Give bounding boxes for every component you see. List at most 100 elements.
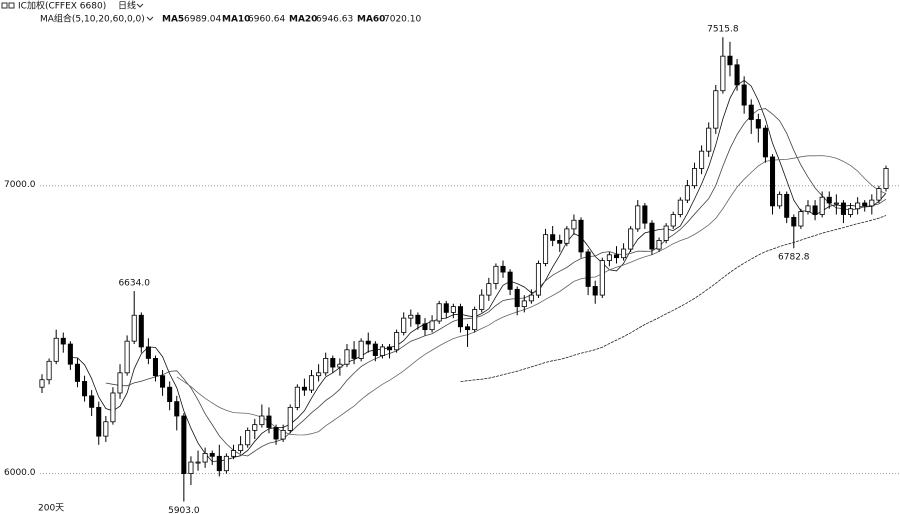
candle-body: [819, 196, 825, 215]
candle-body: [493, 265, 499, 284]
candle-body: [791, 216, 797, 227]
candle-body: [422, 323, 428, 331]
candle-body: [727, 55, 733, 66]
candle-body: [67, 343, 73, 365]
candle-body: [401, 317, 407, 333]
chart-title: IC加权(CFFEX 6680): [18, 0, 106, 12]
candle-body: [160, 375, 166, 388]
candle-body: [238, 444, 244, 451]
ma-name: MA60: [357, 15, 385, 25]
candle-body: [323, 358, 329, 374]
candle-body: [706, 127, 712, 152]
candle-body: [635, 205, 641, 230]
candle-body: [379, 346, 385, 356]
candle-body: [96, 406, 102, 437]
candle-body: [784, 193, 790, 218]
candle-body: [762, 127, 768, 158]
candle-body: [287, 406, 293, 431]
candle-body: [387, 346, 393, 351]
extreme-label: 6782.8: [778, 253, 810, 263]
extreme-label: 5903.0: [168, 506, 200, 514]
window-icons[interactable]: [1, 2, 15, 9]
candle-body: [833, 202, 839, 205]
candle-body: [535, 263, 541, 296]
candle-body: [578, 219, 584, 253]
candle-body: [330, 358, 336, 368]
candle-body: [656, 240, 662, 250]
ma-name: MA5: [162, 15, 184, 25]
candle-body: [351, 349, 357, 359]
candle-body: [613, 254, 620, 259]
candle-body: [181, 415, 187, 474]
candle-body: [308, 375, 315, 391]
candle-body: [862, 202, 868, 207]
candle-body: [465, 326, 471, 331]
candle-body: [557, 240, 563, 244]
ma-line: [460, 215, 887, 382]
candle-body: [124, 340, 130, 374]
candle-body: [840, 202, 846, 215]
icon[interactable]: [1, 2, 8, 9]
candle-body: [585, 251, 591, 287]
candle-body: [621, 248, 627, 259]
dropdown-chevron[interactable]: [136, 3, 144, 8]
candle-body: [450, 306, 456, 313]
candle-body: [876, 188, 882, 201]
candle-body: [53, 337, 59, 362]
candle-body: [74, 363, 80, 382]
ma-value: 6946.63: [316, 15, 353, 25]
candle-body: [812, 205, 818, 215]
candle-body: [188, 461, 194, 474]
candle-body: [606, 254, 612, 261]
candle-body: [252, 424, 258, 431]
y-tick-label: 6000.0: [4, 468, 36, 478]
candle-body: [642, 205, 648, 224]
candle-body: [195, 461, 201, 464]
candle-body: [82, 381, 88, 397]
candle-body: [337, 363, 343, 368]
candle-body: [216, 455, 222, 472]
candle-body: [167, 386, 173, 403]
candle-body: [280, 429, 286, 440]
candle-body: [266, 415, 272, 428]
candle-body: [507, 271, 513, 290]
ma-group-label[interactable]: MA组合(5,10,20,60,0,0): [40, 13, 145, 25]
candle-body: [273, 427, 279, 440]
candle-body: [883, 168, 889, 189]
candle-body: [848, 208, 854, 215]
candle-body: [748, 104, 754, 120]
candle-body: [592, 286, 598, 296]
ma-line: [176, 155, 887, 436]
candle-body: [259, 415, 265, 426]
candle-body: [117, 372, 123, 394]
candle-body: [479, 294, 485, 310]
period-selector[interactable]: 日线: [118, 0, 136, 12]
extreme-label: 7515.8: [707, 25, 739, 35]
candle-body: [550, 234, 556, 241]
candle-body: [514, 288, 520, 308]
candle-body: [699, 150, 705, 169]
candle-body: [677, 199, 683, 215]
candle-body: [805, 205, 811, 213]
candle-body: [110, 392, 116, 423]
candle-body: [684, 185, 690, 201]
candle-body: [777, 193, 783, 207]
candle-body: [131, 314, 137, 342]
candle-body: [443, 303, 449, 313]
candle-body: [316, 372, 322, 377]
candle-body: [394, 332, 400, 351]
candle-body: [769, 156, 776, 207]
dropdown-chevron[interactable]: [146, 16, 154, 21]
y-tick-label: 7000.0: [4, 180, 36, 190]
candle-body: [103, 421, 109, 437]
candle-body: [826, 196, 832, 204]
candle-body: [89, 395, 95, 408]
candle-body: [720, 55, 726, 92]
candle-body: [372, 343, 378, 356]
candle-body: [223, 455, 229, 472]
candle-body: [798, 211, 804, 227]
ma-name: MA10: [222, 15, 250, 25]
icon[interactable]: [8, 2, 15, 9]
